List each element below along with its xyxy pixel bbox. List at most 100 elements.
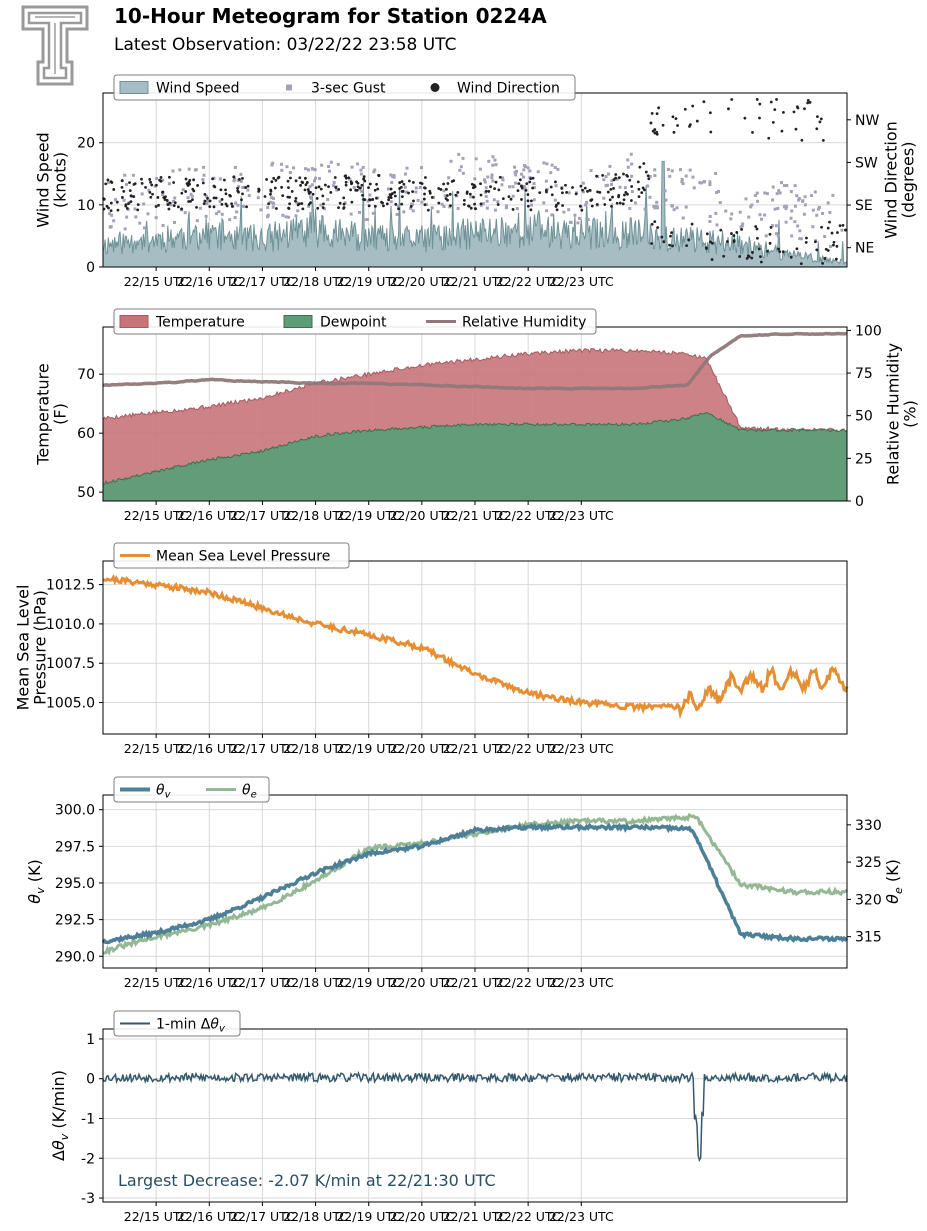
wind-direction-point (642, 162, 646, 165)
gust-point (522, 184, 526, 188)
theta-legend-symbol: θ (156, 783, 165, 799)
wind-direction-point (400, 202, 404, 206)
wind-direction-point (755, 98, 759, 101)
gust-point (359, 168, 363, 172)
wind-direction-point (177, 205, 180, 209)
wind-direction-point (449, 204, 452, 208)
temperature-line (102, 347, 848, 433)
wind-direction-point (125, 206, 129, 210)
wind-direction-point (755, 236, 759, 240)
gust-point (803, 203, 807, 207)
gust-point (122, 198, 126, 202)
gust-point (549, 171, 553, 175)
wind-direction-point (644, 170, 648, 174)
gust-point (803, 195, 807, 199)
gust-point (771, 198, 775, 202)
gust-point (134, 215, 138, 219)
wind-direction-point (316, 206, 320, 210)
delta-xtick-label: 22/16 UTC (177, 1209, 242, 1224)
wind-direction-point (222, 178, 226, 182)
gust-point (247, 194, 251, 198)
gust-point (416, 198, 420, 202)
wind-direction-point (489, 185, 492, 189)
gust-point (708, 214, 712, 218)
wind-direction-point (462, 202, 466, 206)
wind-direction-point (128, 189, 132, 193)
wind-direction-point (815, 127, 819, 131)
wind-direction-point (630, 199, 633, 202)
wind-direction-point (192, 178, 196, 182)
gust-point (456, 206, 460, 210)
wind-direction-point (468, 192, 472, 196)
gust-point (514, 173, 518, 177)
wind-direction-point (544, 189, 548, 192)
wind-direction-point (203, 192, 207, 196)
wind-direction-point (375, 196, 378, 200)
gust-point (797, 196, 801, 200)
wind-direction-point (626, 192, 629, 196)
wind-direction-point (740, 227, 743, 231)
wind-direction-point (596, 190, 599, 194)
gust-point (821, 211, 825, 215)
wind-direction-point (738, 255, 742, 258)
gust-point (643, 207, 647, 211)
wind-direction-point (287, 206, 290, 210)
gust-point (680, 178, 684, 182)
delta-plot-border (102, 1028, 848, 1203)
wind-direction-point (267, 202, 270, 206)
gust-point (684, 174, 688, 178)
gust-point (482, 178, 486, 182)
gust-point (218, 199, 222, 203)
wind-direction-point (423, 186, 427, 190)
gust-point (314, 176, 318, 180)
gust-point (750, 203, 754, 207)
wind-direction-point (805, 236, 808, 240)
theta-legend-symbol: θ (242, 783, 251, 799)
wind-direction-point (813, 240, 817, 244)
delta-xtick-label: 22/21 UTC (443, 1209, 508, 1224)
gust-point (724, 209, 728, 213)
gust-point (602, 178, 606, 182)
gust-point (500, 183, 504, 187)
wind-direction-point (771, 120, 775, 124)
gust-point (246, 188, 250, 192)
gust-point (567, 191, 571, 195)
gust-point (386, 187, 390, 191)
wind-direction-point (309, 201, 312, 205)
gust-point (664, 198, 668, 202)
wind-direction-point (343, 174, 347, 178)
wind-direction-point (746, 254, 750, 258)
gust-point (288, 171, 292, 175)
wind-direction-point (211, 177, 214, 181)
gust-point (153, 184, 157, 188)
wind-direction-point (710, 258, 714, 261)
wind-direction-point (705, 232, 709, 236)
gust-point (809, 194, 813, 198)
gust-point (630, 162, 634, 166)
gust-point (646, 184, 650, 188)
wind-direction-point (773, 108, 777, 112)
wind-direction-point (208, 205, 212, 209)
wind-direction-point (289, 176, 292, 180)
wind-direction-point (257, 190, 261, 193)
gust-point (491, 163, 495, 167)
temperature-xtick-label: 22/15 UTC (124, 508, 189, 523)
wind-direction-point (531, 186, 535, 190)
wind-direction-point (549, 185, 553, 189)
gust-point (663, 189, 667, 193)
wind-direction-point (387, 198, 391, 202)
wind-direction-point (561, 204, 565, 207)
gust-point (515, 207, 519, 211)
gust-point (508, 185, 512, 189)
gust-point (680, 180, 684, 184)
delta-ytick-label: -2 (81, 1151, 95, 1167)
gust-point (681, 182, 685, 186)
wind-direction-point (166, 203, 170, 207)
wind-direction-point (344, 176, 348, 180)
gust-point (171, 169, 175, 173)
wind-direction-point (294, 199, 297, 203)
gust-point (501, 176, 505, 180)
wind-direction-point (598, 190, 602, 194)
gust-point (522, 168, 526, 172)
pressure-ytick-label: 1005.0 (46, 696, 95, 712)
